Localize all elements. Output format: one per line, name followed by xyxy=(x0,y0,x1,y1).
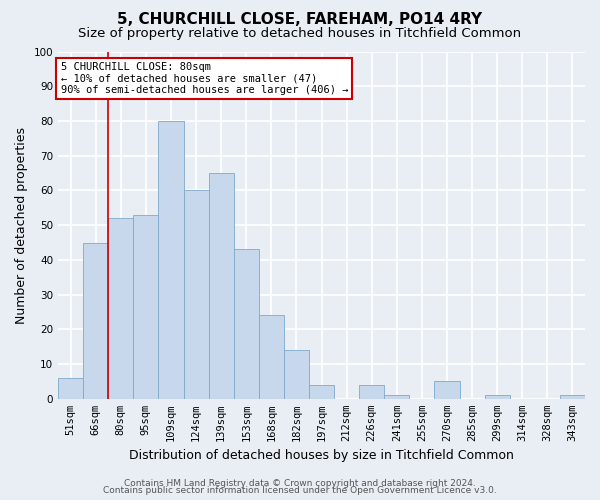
Bar xyxy=(158,121,184,399)
Text: Size of property relative to detached houses in Titchfield Common: Size of property relative to detached ho… xyxy=(79,28,521,40)
Bar xyxy=(83,242,108,399)
Text: 5 CHURCHILL CLOSE: 80sqm
← 10% of detached houses are smaller (47)
90% of semi-d: 5 CHURCHILL CLOSE: 80sqm ← 10% of detach… xyxy=(61,62,348,95)
Bar xyxy=(309,385,334,399)
Bar xyxy=(359,385,384,399)
Text: 5, CHURCHILL CLOSE, FAREHAM, PO14 4RY: 5, CHURCHILL CLOSE, FAREHAM, PO14 4RY xyxy=(118,12,482,28)
X-axis label: Distribution of detached houses by size in Titchfield Common: Distribution of detached houses by size … xyxy=(129,450,514,462)
Bar xyxy=(233,250,259,399)
Bar xyxy=(184,190,209,399)
Bar xyxy=(434,382,460,399)
Bar xyxy=(284,350,309,399)
Bar xyxy=(384,396,409,399)
Bar xyxy=(259,316,284,399)
Y-axis label: Number of detached properties: Number of detached properties xyxy=(15,126,28,324)
Text: Contains public sector information licensed under the Open Government Licence v3: Contains public sector information licen… xyxy=(103,486,497,495)
Text: Contains HM Land Registry data © Crown copyright and database right 2024.: Contains HM Land Registry data © Crown c… xyxy=(124,478,476,488)
Bar xyxy=(209,173,233,399)
Bar xyxy=(58,378,83,399)
Bar xyxy=(560,396,585,399)
Bar xyxy=(108,218,133,399)
Bar xyxy=(133,214,158,399)
Bar xyxy=(485,396,510,399)
